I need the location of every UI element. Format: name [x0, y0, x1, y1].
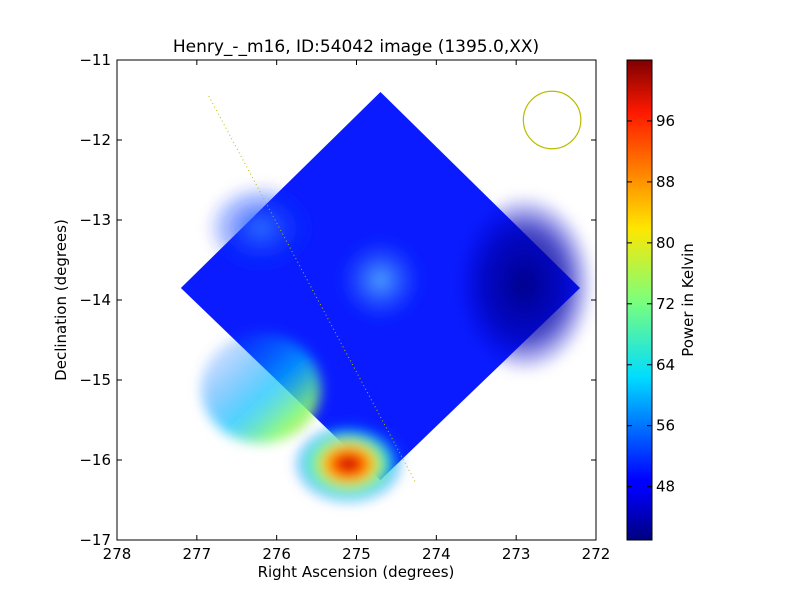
- x-axis-label: Right Ascension (degrees): [258, 563, 455, 581]
- x-tick-label: 275: [342, 545, 371, 563]
- colorbar-tick-label: 80: [656, 234, 675, 252]
- y-tick-label: −17: [79, 531, 111, 549]
- scan-track-line: [208, 95, 417, 485]
- heatmap: [180, 92, 595, 504]
- colorbar: [626, 59, 653, 541]
- y-tick-label: −15: [79, 371, 111, 389]
- colorbar-label: Power in Kelvin: [679, 243, 697, 357]
- heatmap-feature: [205, 183, 316, 273]
- colorbar-tick-label: 64: [656, 356, 675, 374]
- chart-title: Henry_-_m16, ID:54042 image (1395.0,XX): [173, 37, 539, 57]
- x-axis: 278 277 276 275 274 273 272: [103, 60, 611, 563]
- colorbar-ticks: 48 56 64 72 80 88 96: [627, 112, 675, 496]
- heatmap-feature: [200, 333, 321, 443]
- colorbar-tick-label: 48: [656, 478, 675, 496]
- colorbar-tick-label: 96: [656, 112, 675, 130]
- x-tick-label: 274: [422, 545, 451, 563]
- y-tick-label: −13: [79, 211, 111, 229]
- y-tick-label: −16: [79, 451, 111, 469]
- x-tick-label: 277: [183, 545, 212, 563]
- colorbar-tick-label: 88: [656, 173, 675, 191]
- y-axis-label: Declination (degrees): [52, 219, 70, 381]
- heatmap-feature: [454, 194, 595, 374]
- x-tick-label: 273: [502, 545, 531, 563]
- y-axis: −11 −12 −13 −14 −15 −16 −17: [79, 51, 596, 549]
- heatmap-feature: [293, 424, 404, 504]
- x-tick-label: 278: [103, 545, 132, 563]
- colorbar-tick-label: 72: [656, 295, 675, 313]
- x-tick-label: 276: [262, 545, 291, 563]
- y-tick-label: −14: [79, 291, 111, 309]
- colorbar-tick-label: 56: [656, 417, 675, 435]
- y-tick-label: −12: [79, 131, 111, 149]
- x-tick-label: 272: [582, 545, 611, 563]
- beam-circle: [522, 90, 582, 150]
- y-tick-label: −11: [79, 51, 111, 69]
- heatmap-feature: [335, 235, 426, 325]
